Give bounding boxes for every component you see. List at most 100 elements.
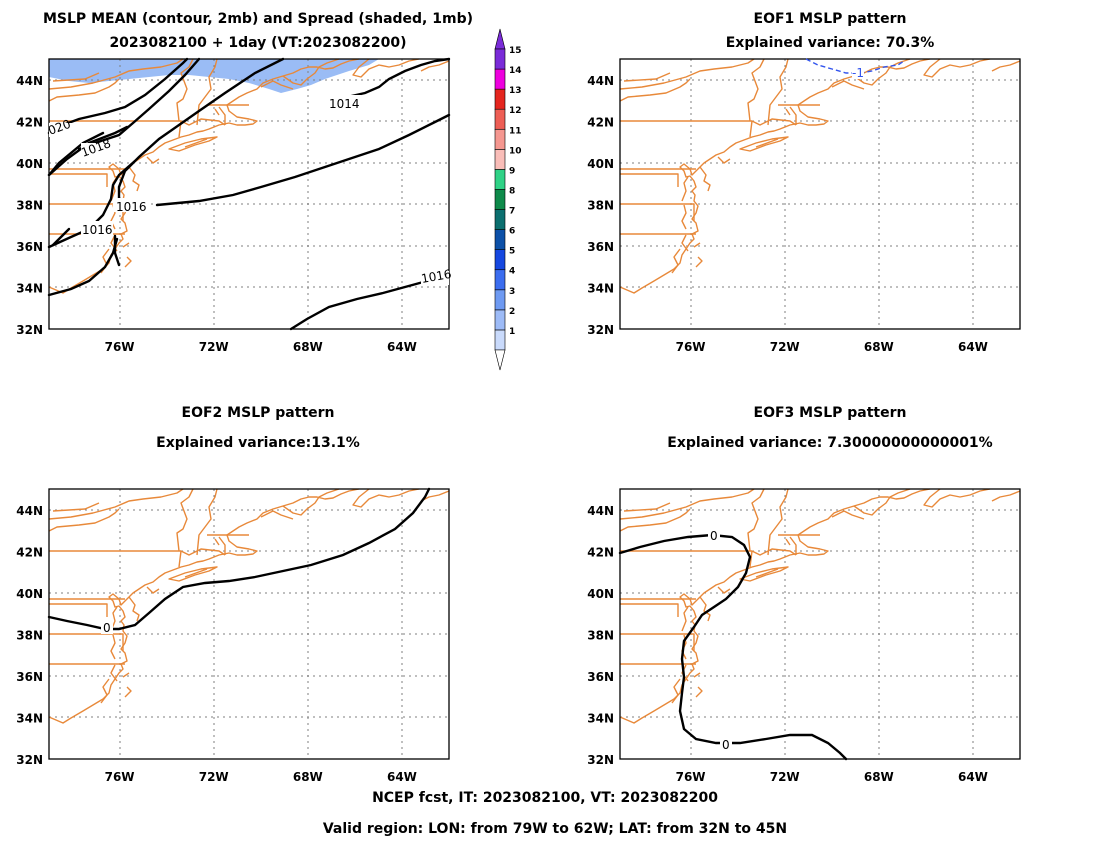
colorbar-swatch [494,149,506,170]
lat-tick-label: 42N [587,545,614,559]
colorbar-tick-label: 4 [509,267,515,277]
lat-tick-label: 34N [16,711,43,725]
panel-eof2: EOF2 MSLP pattern Explained variance:13.… [16,405,450,784]
lon-tick-label: 72W [770,340,800,354]
panel-eof3-title: EOF3 MSLP pattern [754,405,907,421]
colorbar-swatch [494,128,506,150]
lat-tick-label: 34N [16,281,43,295]
lat-tick-label: 44N [587,74,614,88]
colorbar-min-arrow [494,349,506,371]
map-eof3: 0 0 [618,488,1021,761]
contour-label: 1016 [82,223,113,237]
colorbar-swatch [494,48,506,70]
lon-tick-label: 64W [387,770,417,784]
panel-eof1: EOF1 MSLP pattern Explained variance: 70… [587,11,1021,354]
colorbar-swatch [494,249,506,271]
lat-tick-label: 38N [16,198,43,212]
colorbar-swatch [494,229,506,250]
colorbar-max-arrow [494,28,506,50]
contour-label: -1 [852,66,864,80]
panel-mslp-mean: MSLP MEAN (contour, 2mb) and Spread (sha… [16,11,473,354]
lat-tick-label: 44N [16,74,43,88]
lon-tick-label: 64W [958,770,988,784]
lat-tick-label: 36N [16,670,43,684]
lon-tick-label: 68W [864,770,894,784]
colorbar-tick-label: 8 [509,186,515,196]
lon-tick-label: 64W [958,340,988,354]
eof3-contour [618,533,848,761]
mslp-mean-contours [47,57,451,331]
contour-label: 0 [722,738,730,752]
axis-labels-eof2: 32N 34N 36N 38N 40N 42N 44N 76W 72W 68W 64W [16,504,417,784]
lon-tick-label: 72W [199,770,229,784]
colorbar-tick-label: 13 [509,86,522,96]
colorbar-tick-label: 14 [509,66,522,76]
colorbar-tick-label: 11 [509,126,522,136]
colorbar-tick-label: 15 [509,46,522,56]
colorbar-swatch [494,189,506,210]
axis-labels-mslp-mean: 32N 34N 36N 38N 40N 42N 44N 76W 72W 68W 64W [16,74,417,354]
lat-tick-label: 42N [16,115,43,129]
lat-tick-label: 36N [587,240,614,254]
lon-tick-label: 76W [105,340,135,354]
panel-eof2-title: EOF2 MSLP pattern [182,405,335,421]
lat-tick-label: 32N [16,323,43,337]
colorbar-tick-label: 9 [509,166,515,176]
map-eof2: 0 [47,487,450,760]
colorbar-tick-label: 1 [509,327,515,337]
colorbar-swatch [494,209,506,230]
colorbar-tick-label: 5 [509,247,515,257]
lon-tick-label: 68W [293,340,323,354]
lat-tick-label: 38N [587,628,614,642]
lat-tick-label: 44N [587,504,614,518]
lon-tick-label: 76W [105,770,135,784]
lat-tick-label: 40N [16,157,43,171]
panel-mslp-mean-subtitle: 2023082100 + 1day (VT:2023082200) [109,35,406,51]
colorbar-swatch [494,88,506,110]
colorbar-swatch [494,269,506,291]
lon-tick-label: 76W [676,340,706,354]
colorbar-swatch [494,169,506,190]
lon-tick-label: 72W [770,770,800,784]
colorbar-swatch [494,329,506,351]
panel-eof1-title: EOF1 MSLP pattern [754,11,907,27]
spread-shade-area [49,59,379,93]
panel-mslp-mean-title: MSLP MEAN (contour, 2mb) and Spread (sha… [43,11,473,27]
lat-tick-label: 32N [587,753,614,767]
lat-tick-label: 40N [587,157,614,171]
contour-label: 1016 [420,267,453,286]
lat-tick-label: 36N [16,240,43,254]
axis-labels-eof1: 32N 34N 36N 38N 40N 42N 44N 76W 72W 68W 64W [587,74,988,354]
lat-tick-label: 38N [16,628,43,642]
footer-line-2: Valid region: LON: from 79W to 62W; LAT:… [323,821,787,837]
lat-tick-label: 38N [587,198,614,212]
lat-tick-label: 44N [16,504,43,518]
contour-label: 1014 [329,97,360,111]
panel-eof3: EOF3 MSLP pattern Explained variance: 7.… [587,405,1021,784]
colorbar-tick-label: 2 [509,307,515,317]
panel-eof2-subtitle: Explained variance:13.1% [156,435,360,451]
lon-tick-label: 68W [864,340,894,354]
lat-tick-label: 34N [587,281,614,295]
lon-tick-label: 68W [293,770,323,784]
lon-tick-label: 64W [387,340,417,354]
colorbar-tick-label: 12 [509,106,522,116]
lat-tick-label: 36N [587,670,614,684]
lat-tick-label: 40N [16,587,43,601]
colorbar-swatch [494,309,506,331]
lat-tick-label: 40N [587,587,614,601]
lat-tick-label: 34N [587,711,614,725]
lon-tick-label: 76W [676,770,706,784]
panel-eof1-subtitle: Explained variance: 70.3% [726,35,935,51]
lat-tick-label: 42N [16,545,43,559]
lat-tick-label: 42N [587,115,614,129]
colorbar-tick-label: 6 [509,227,515,237]
axis-labels-eof3: 32N 34N 36N 38N 40N 42N 44N 76W 72W 68W 64W [587,504,988,784]
colorbar-tick-label: 10 [509,146,522,156]
footer-line-1: NCEP fcst, IT: 2023082100, VT: 202308220… [372,790,718,806]
lat-tick-label: 32N [16,753,43,767]
lat-tick-label: 32N [587,323,614,337]
colorbar-swatch [494,289,506,311]
contour-label: 0 [710,529,718,543]
